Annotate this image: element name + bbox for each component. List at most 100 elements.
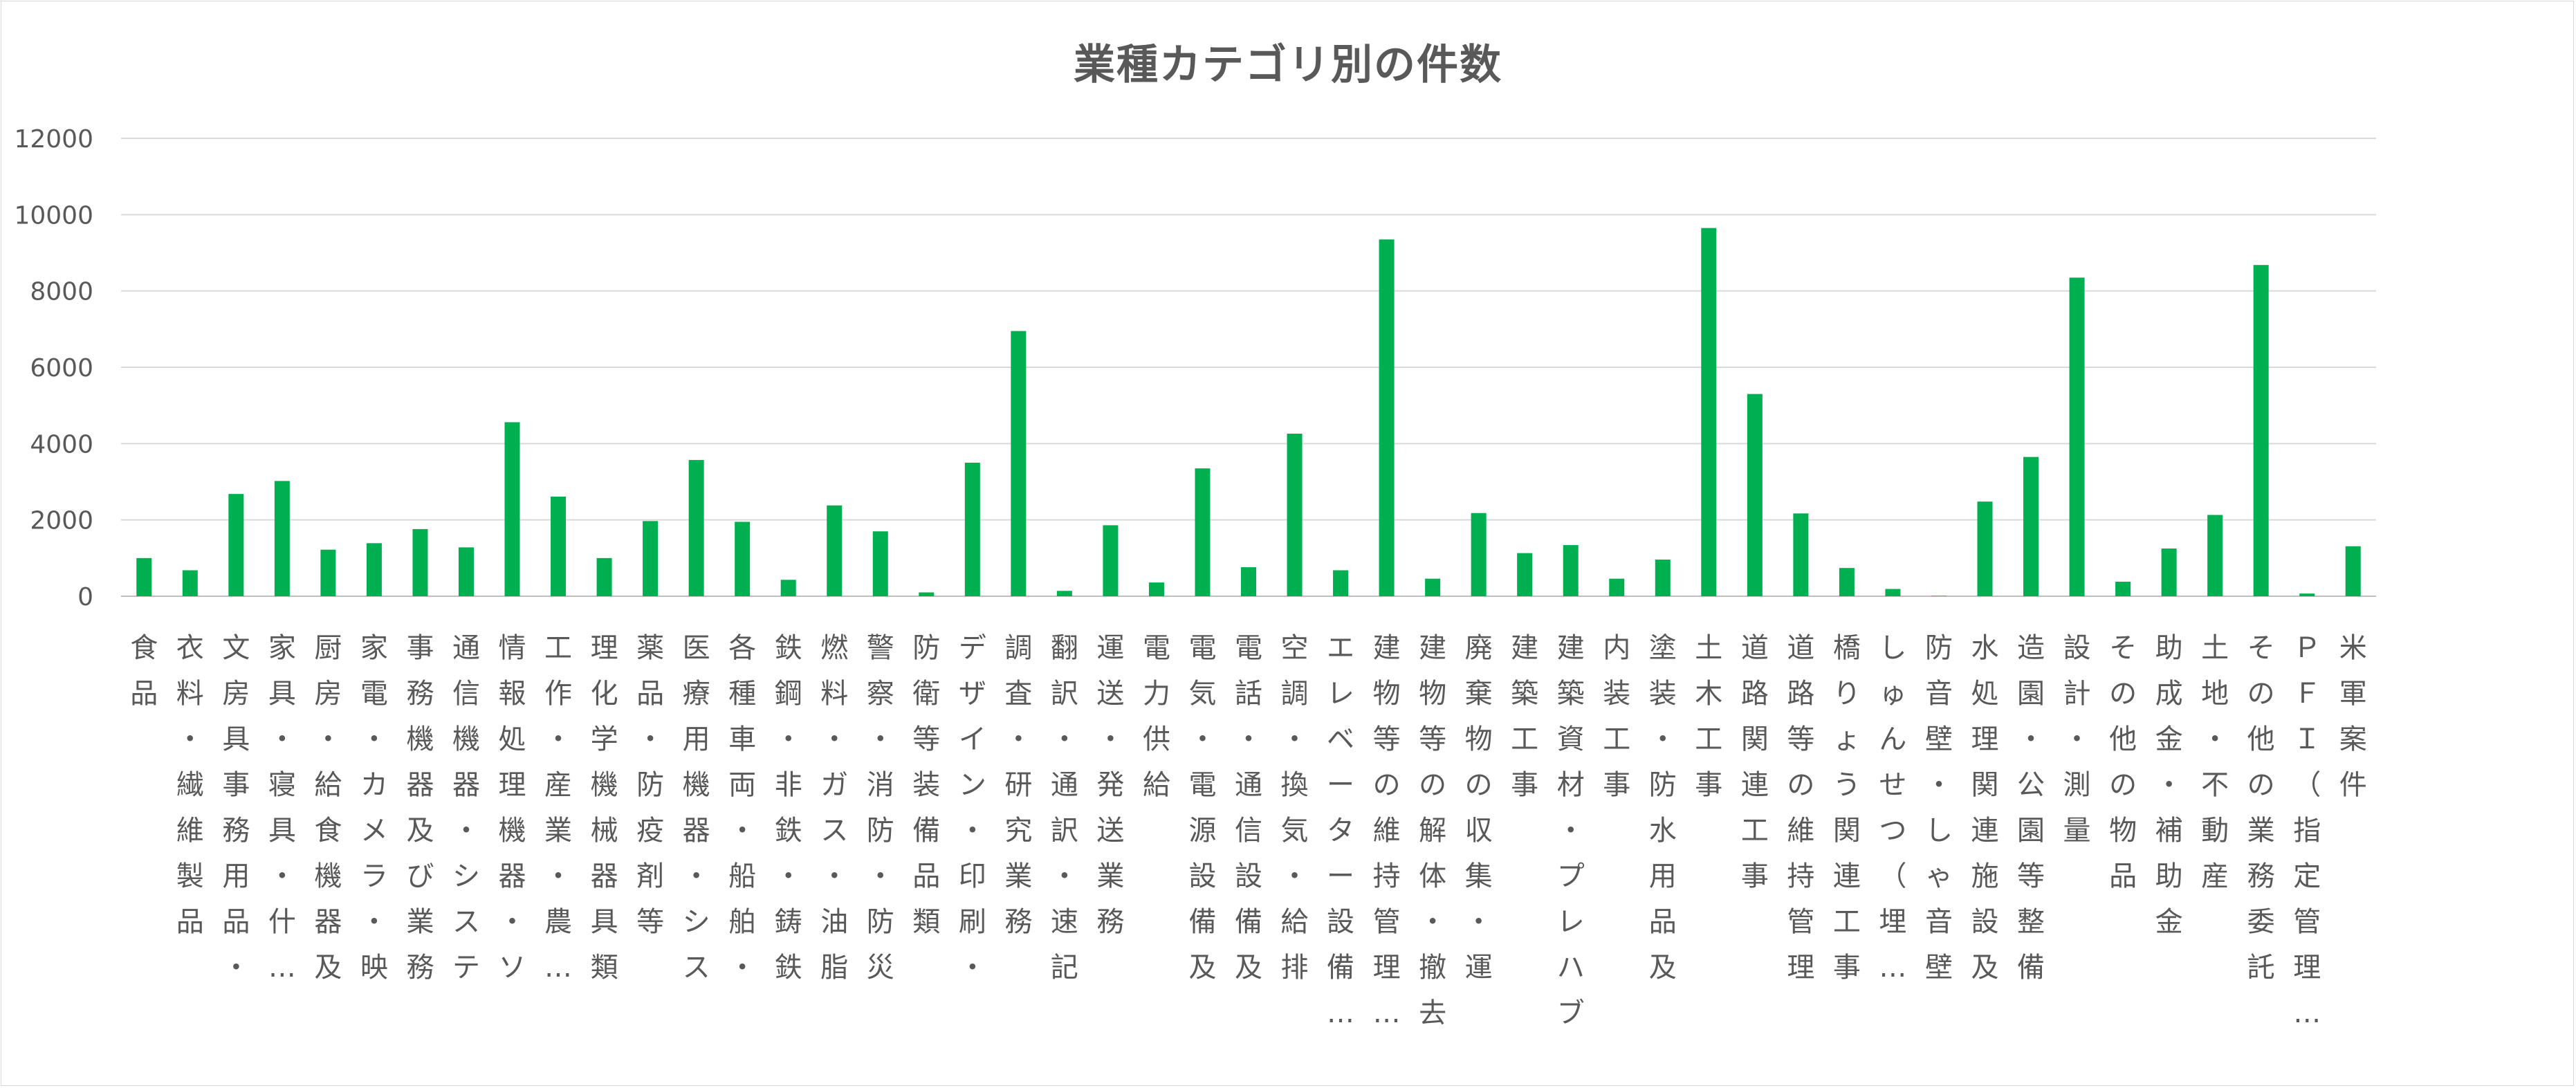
chart-title: 業種カテゴリ別の件数 xyxy=(1074,41,1502,89)
bar xyxy=(551,497,567,596)
x-tick-label: 設計・測量 xyxy=(2063,632,2091,847)
bar xyxy=(504,422,520,596)
x-tick-label: 医療用機器・シス xyxy=(683,632,710,984)
x-tick-label: 空調・換気・給排 xyxy=(1281,632,1309,984)
bar xyxy=(2299,593,2315,596)
bar xyxy=(1517,553,1533,596)
x-tick-label: 土木工事 xyxy=(1695,632,1722,801)
x-tick-label: 家具・寝具・什… xyxy=(268,632,296,984)
bar xyxy=(2161,548,2177,596)
bar xyxy=(182,570,198,596)
bar xyxy=(1885,589,1901,596)
x-tick-label: 工作・産業・農… xyxy=(544,632,572,984)
x-tick-label: 文房具事務用品・ xyxy=(222,632,250,984)
bar xyxy=(2253,265,2269,596)
x-tick-label: 厨房・給食機器及 xyxy=(314,632,342,984)
x-tick-label: 土地・不動産 xyxy=(2201,632,2229,892)
x-tick-label: 衣料・繊維製品 xyxy=(176,632,204,938)
x-tick-label: 薬品・防疫剤等 xyxy=(636,632,664,938)
x-tick-label: しゅんせつ（埋… xyxy=(1879,632,1906,984)
bar xyxy=(458,547,474,596)
x-tick-label: 廃棄物の収集・運 xyxy=(1465,632,1493,984)
y-tick-label: 12000 xyxy=(14,125,93,154)
x-tick-label: 理化学機械器具類 xyxy=(591,632,618,984)
bar xyxy=(2345,546,2361,596)
bar xyxy=(1977,501,1993,596)
x-tick-label: 橋りょう関連工事 xyxy=(1833,632,1861,984)
x-tick-label: 道路等の維持管理 xyxy=(1787,632,1814,984)
x-tick-label: 家電・カメラ・映 xyxy=(360,632,388,984)
x-tick-label: 警察・消防・防災 xyxy=(867,632,894,984)
bar xyxy=(1793,513,1809,596)
bar xyxy=(1103,525,1119,596)
bar xyxy=(596,557,612,596)
x-tick-label: 防音壁・しゃ音壁 xyxy=(1925,632,1953,984)
bar xyxy=(1333,570,1349,596)
x-tick-label: 運送・発送業務 xyxy=(1096,632,1124,938)
bar xyxy=(735,522,751,596)
bar xyxy=(366,543,382,596)
x-tick-label: 建築資材・プレハブ xyxy=(1557,632,1585,1029)
y-tick-label: 8000 xyxy=(30,278,93,306)
bar xyxy=(1839,568,1855,596)
x-tick-label: 建物等の維持管理… xyxy=(1373,632,1401,1029)
bar xyxy=(412,528,428,596)
bar xyxy=(1425,578,1441,596)
x-tick-label: 水処理関連施設及 xyxy=(1971,632,1998,984)
x-tick-label: 造園・公園等整備 xyxy=(2017,632,2045,984)
bar xyxy=(964,462,980,596)
x-tick-label: エレベーター設備… xyxy=(1327,632,1354,1029)
bar xyxy=(136,557,152,596)
x-tick-label: 塗装・防水用品及 xyxy=(1649,632,1677,984)
bar xyxy=(1241,567,1256,596)
bar xyxy=(1747,394,1763,596)
x-tick-label: 事務機器及び業務 xyxy=(406,632,434,984)
bar xyxy=(2115,582,2131,596)
x-tick-label: 調査・研究業務 xyxy=(1004,632,1032,938)
bar xyxy=(780,580,796,596)
bar xyxy=(1011,331,1027,596)
y-tick-label: 6000 xyxy=(30,354,93,382)
bar xyxy=(827,505,843,596)
bar xyxy=(1655,560,1671,596)
bar xyxy=(274,481,290,596)
y-tick-label: 2000 xyxy=(30,507,93,535)
x-tick-label: 電話・通信設備及 xyxy=(1235,632,1262,984)
x-tick-label: その他の物品 xyxy=(2109,632,2137,892)
bar xyxy=(1609,578,1625,596)
bar xyxy=(643,521,659,596)
x-tick-label: 情報処理機器・ソ xyxy=(499,632,526,984)
bar xyxy=(1471,513,1487,596)
x-tick-label: 電気・電源設備及 xyxy=(1188,632,1216,984)
y-tick-label: 4000 xyxy=(30,430,93,459)
x-tick-label: 建物等の解体・撤去 xyxy=(1419,632,1446,1029)
x-tick-label: 鉄鋼・非鉄・鋳鉄 xyxy=(775,632,802,984)
bar xyxy=(1563,545,1579,596)
bar xyxy=(1195,468,1211,596)
bar xyxy=(872,531,888,596)
bar xyxy=(1056,591,1072,596)
bar xyxy=(228,494,244,596)
x-tick-label: 建築工事 xyxy=(1511,632,1538,801)
bar xyxy=(1148,582,1164,596)
x-tick-label: 防衛等装備品類 xyxy=(912,632,940,938)
bar xyxy=(320,549,336,596)
y-tick-label: 0 xyxy=(77,583,93,611)
x-tick-label: 通信機器・システ xyxy=(452,632,480,984)
bar xyxy=(2069,277,2085,596)
x-tick-label: 翻訳・通訳・速記 xyxy=(1051,632,1078,984)
x-tick-label: 各種車両・船舶・ xyxy=(728,632,756,984)
x-tick-label: ＰＦＩ（指定管理… xyxy=(2293,632,2321,1029)
bar xyxy=(919,592,935,596)
bar xyxy=(1287,433,1303,596)
x-tick-label: デザイン・印刷・ xyxy=(959,632,986,984)
x-tick-label: その他の業務委託 xyxy=(2247,632,2275,984)
x-tick-label: 燃料・ガス・油脂 xyxy=(820,632,848,984)
bar xyxy=(2023,457,2039,596)
x-tick-label: 電力供給 xyxy=(1143,632,1170,801)
bar xyxy=(1379,239,1395,597)
x-tick-label: 内装工事 xyxy=(1603,632,1630,801)
x-tick-label: 助成金・補助金 xyxy=(2155,632,2183,938)
bar xyxy=(688,460,704,596)
x-tick-label: 道路関連工事 xyxy=(1741,632,1769,892)
